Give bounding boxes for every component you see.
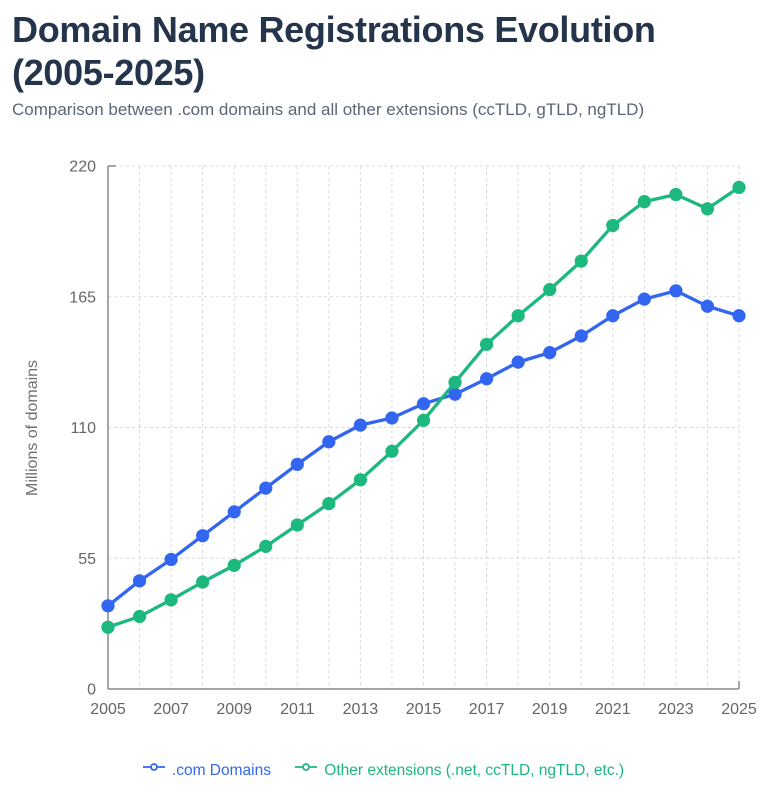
svg-text:0: 0 [87, 682, 96, 699]
svg-text:110: 110 [70, 420, 96, 437]
svg-text:2005: 2005 [90, 701, 126, 718]
svg-text:220: 220 [69, 159, 96, 176]
svg-text:2021: 2021 [595, 701, 631, 718]
svg-text:165: 165 [69, 289, 96, 306]
svg-text:2023: 2023 [658, 701, 694, 718]
svg-text:55: 55 [78, 551, 96, 568]
svg-text:2019: 2019 [532, 701, 568, 718]
svg-text:2011: 2011 [280, 701, 315, 718]
svg-text:2015: 2015 [406, 701, 442, 718]
svg-text:2007: 2007 [153, 701, 189, 718]
svg-text:2017: 2017 [469, 701, 505, 718]
svg-text:2025: 2025 [721, 701, 757, 718]
svg-text:2009: 2009 [216, 701, 252, 718]
svg-text:2013: 2013 [343, 701, 379, 718]
